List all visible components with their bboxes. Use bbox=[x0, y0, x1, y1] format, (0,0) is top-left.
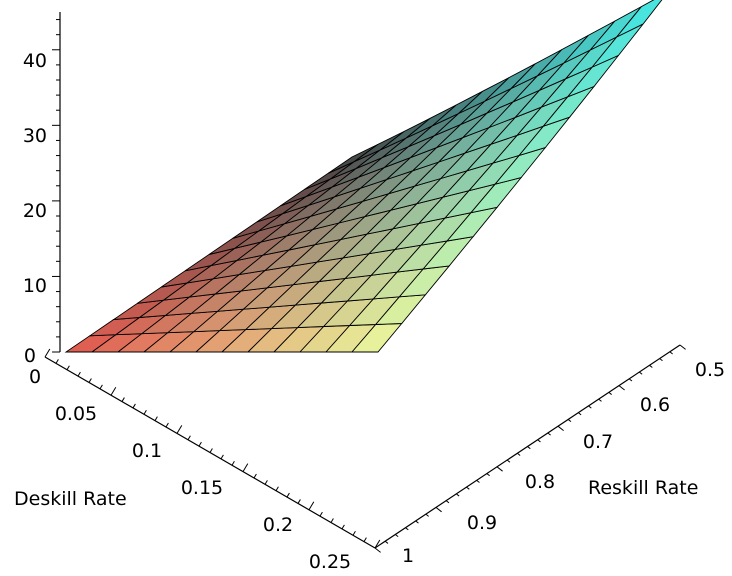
z-axis: 0 10 20 30 40 bbox=[23, 12, 61, 367]
deskill-tick bbox=[264, 480, 268, 485]
reskill-axis-ticks bbox=[374, 344, 686, 553]
reskill-tick bbox=[659, 358, 663, 362]
reskill-tick bbox=[578, 412, 582, 416]
deskill-tick bbox=[99, 384, 103, 390]
deskill-tick bbox=[363, 537, 367, 542]
reskill-tick-label: 0.7 bbox=[583, 431, 613, 453]
reskill-tick-label: 0.9 bbox=[467, 512, 497, 534]
deskill-tick bbox=[374, 539, 381, 549]
reskill-tick bbox=[639, 371, 643, 375]
deskill-tick bbox=[176, 425, 183, 434]
z-tick-label: 0 bbox=[24, 345, 36, 367]
deskill-tick bbox=[66, 365, 70, 370]
reskill-tick bbox=[588, 405, 592, 409]
deskill-tick bbox=[187, 435, 191, 441]
reskill-tick bbox=[618, 385, 625, 391]
reskill-tick bbox=[537, 439, 541, 443]
deskill-tick bbox=[319, 511, 323, 517]
reskill-tick bbox=[669, 351, 673, 355]
z-tick-label: 30 bbox=[23, 125, 47, 147]
deskill-tick-label: 0.05 bbox=[55, 403, 97, 425]
reskill-tick bbox=[466, 486, 470, 490]
reskill-axis: 0.5 0.6 0.7 0.8 0.9 1 Reskill Rate bbox=[374, 344, 725, 567]
surface-mesh bbox=[64, 0, 663, 353]
reskill-tick bbox=[598, 398, 602, 402]
deskill-tick bbox=[220, 454, 224, 460]
reskill-axis-title: Reskill Rate bbox=[588, 477, 698, 499]
deskill-tick bbox=[308, 501, 315, 511]
reskill-tick-label: 0.6 bbox=[640, 394, 670, 416]
reskill-tick bbox=[649, 364, 653, 368]
deskill-tick-label: 0 bbox=[29, 366, 41, 388]
reskill-tick bbox=[384, 540, 389, 544]
deskill-tick bbox=[121, 397, 125, 402]
deskill-tick bbox=[209, 448, 213, 453]
reskill-tick bbox=[415, 520, 419, 524]
reskill-tick bbox=[547, 432, 551, 436]
deskill-tick bbox=[55, 359, 59, 364]
reskill-tick bbox=[425, 513, 429, 517]
reskill-tick-label: 0.8 bbox=[525, 471, 555, 493]
reskill-tick-label: 1 bbox=[402, 545, 414, 567]
reskill-tick bbox=[527, 446, 531, 450]
deskill-axis-ticks bbox=[44, 348, 381, 549]
z-tick-label: 20 bbox=[23, 200, 47, 222]
deskill-tick bbox=[253, 473, 257, 479]
z-tick-label: 40 bbox=[23, 50, 47, 72]
reskill-tick bbox=[557, 425, 564, 431]
reskill-tick bbox=[608, 391, 612, 395]
deskill-tick bbox=[242, 463, 249, 472]
reskill-tick bbox=[374, 547, 381, 553]
deskill-tick-label: 0.1 bbox=[132, 440, 162, 462]
reskill-tick bbox=[506, 459, 511, 463]
deskill-tick bbox=[275, 486, 279, 491]
deskill-tick bbox=[77, 371, 81, 377]
deskill-tick bbox=[341, 524, 345, 530]
deskill-tick bbox=[198, 441, 202, 447]
reskill-tick bbox=[405, 527, 409, 531]
reskill-tick bbox=[445, 500, 450, 504]
deskill-axis: 0 0.05 0.1 0.15 0.2 0.25 Deskill Rate bbox=[14, 348, 381, 573]
deskill-tick bbox=[231, 460, 235, 466]
deskill-tick bbox=[44, 348, 51, 358]
reskill-tick bbox=[628, 378, 633, 382]
z-tick-label: 10 bbox=[23, 275, 47, 297]
reskill-tick bbox=[435, 507, 442, 513]
deskill-tick-label: 0.2 bbox=[263, 514, 293, 536]
reskill-tick bbox=[476, 479, 480, 483]
deskill-tick bbox=[143, 410, 147, 415]
reskill-tick bbox=[567, 419, 572, 423]
deskill-tick bbox=[330, 518, 334, 523]
z-axis-ticks bbox=[52, 19, 60, 353]
deskill-tick bbox=[132, 403, 136, 409]
reskill-tick bbox=[486, 473, 490, 477]
deskill-tick bbox=[352, 531, 356, 536]
deskill-tick bbox=[154, 416, 158, 421]
deskill-tick bbox=[88, 378, 92, 383]
deskill-axis-title: Deskill Rate bbox=[14, 488, 127, 510]
deskill-tick bbox=[297, 499, 301, 504]
deskill-tick bbox=[110, 386, 117, 396]
reskill-tick-label: 0.5 bbox=[695, 359, 725, 381]
deskill-tick bbox=[165, 422, 169, 428]
reskill-tick bbox=[395, 534, 399, 538]
reskill-tick bbox=[517, 452, 521, 456]
deskill-tick bbox=[286, 492, 290, 498]
reskill-tick bbox=[496, 466, 503, 472]
deskill-tick-label: 0.25 bbox=[309, 551, 351, 573]
deskill-tick-label: 0.15 bbox=[181, 477, 223, 499]
reskill-tick bbox=[679, 344, 686, 350]
surface-cell bbox=[616, 0, 663, 38]
reskill-tick bbox=[456, 493, 460, 497]
